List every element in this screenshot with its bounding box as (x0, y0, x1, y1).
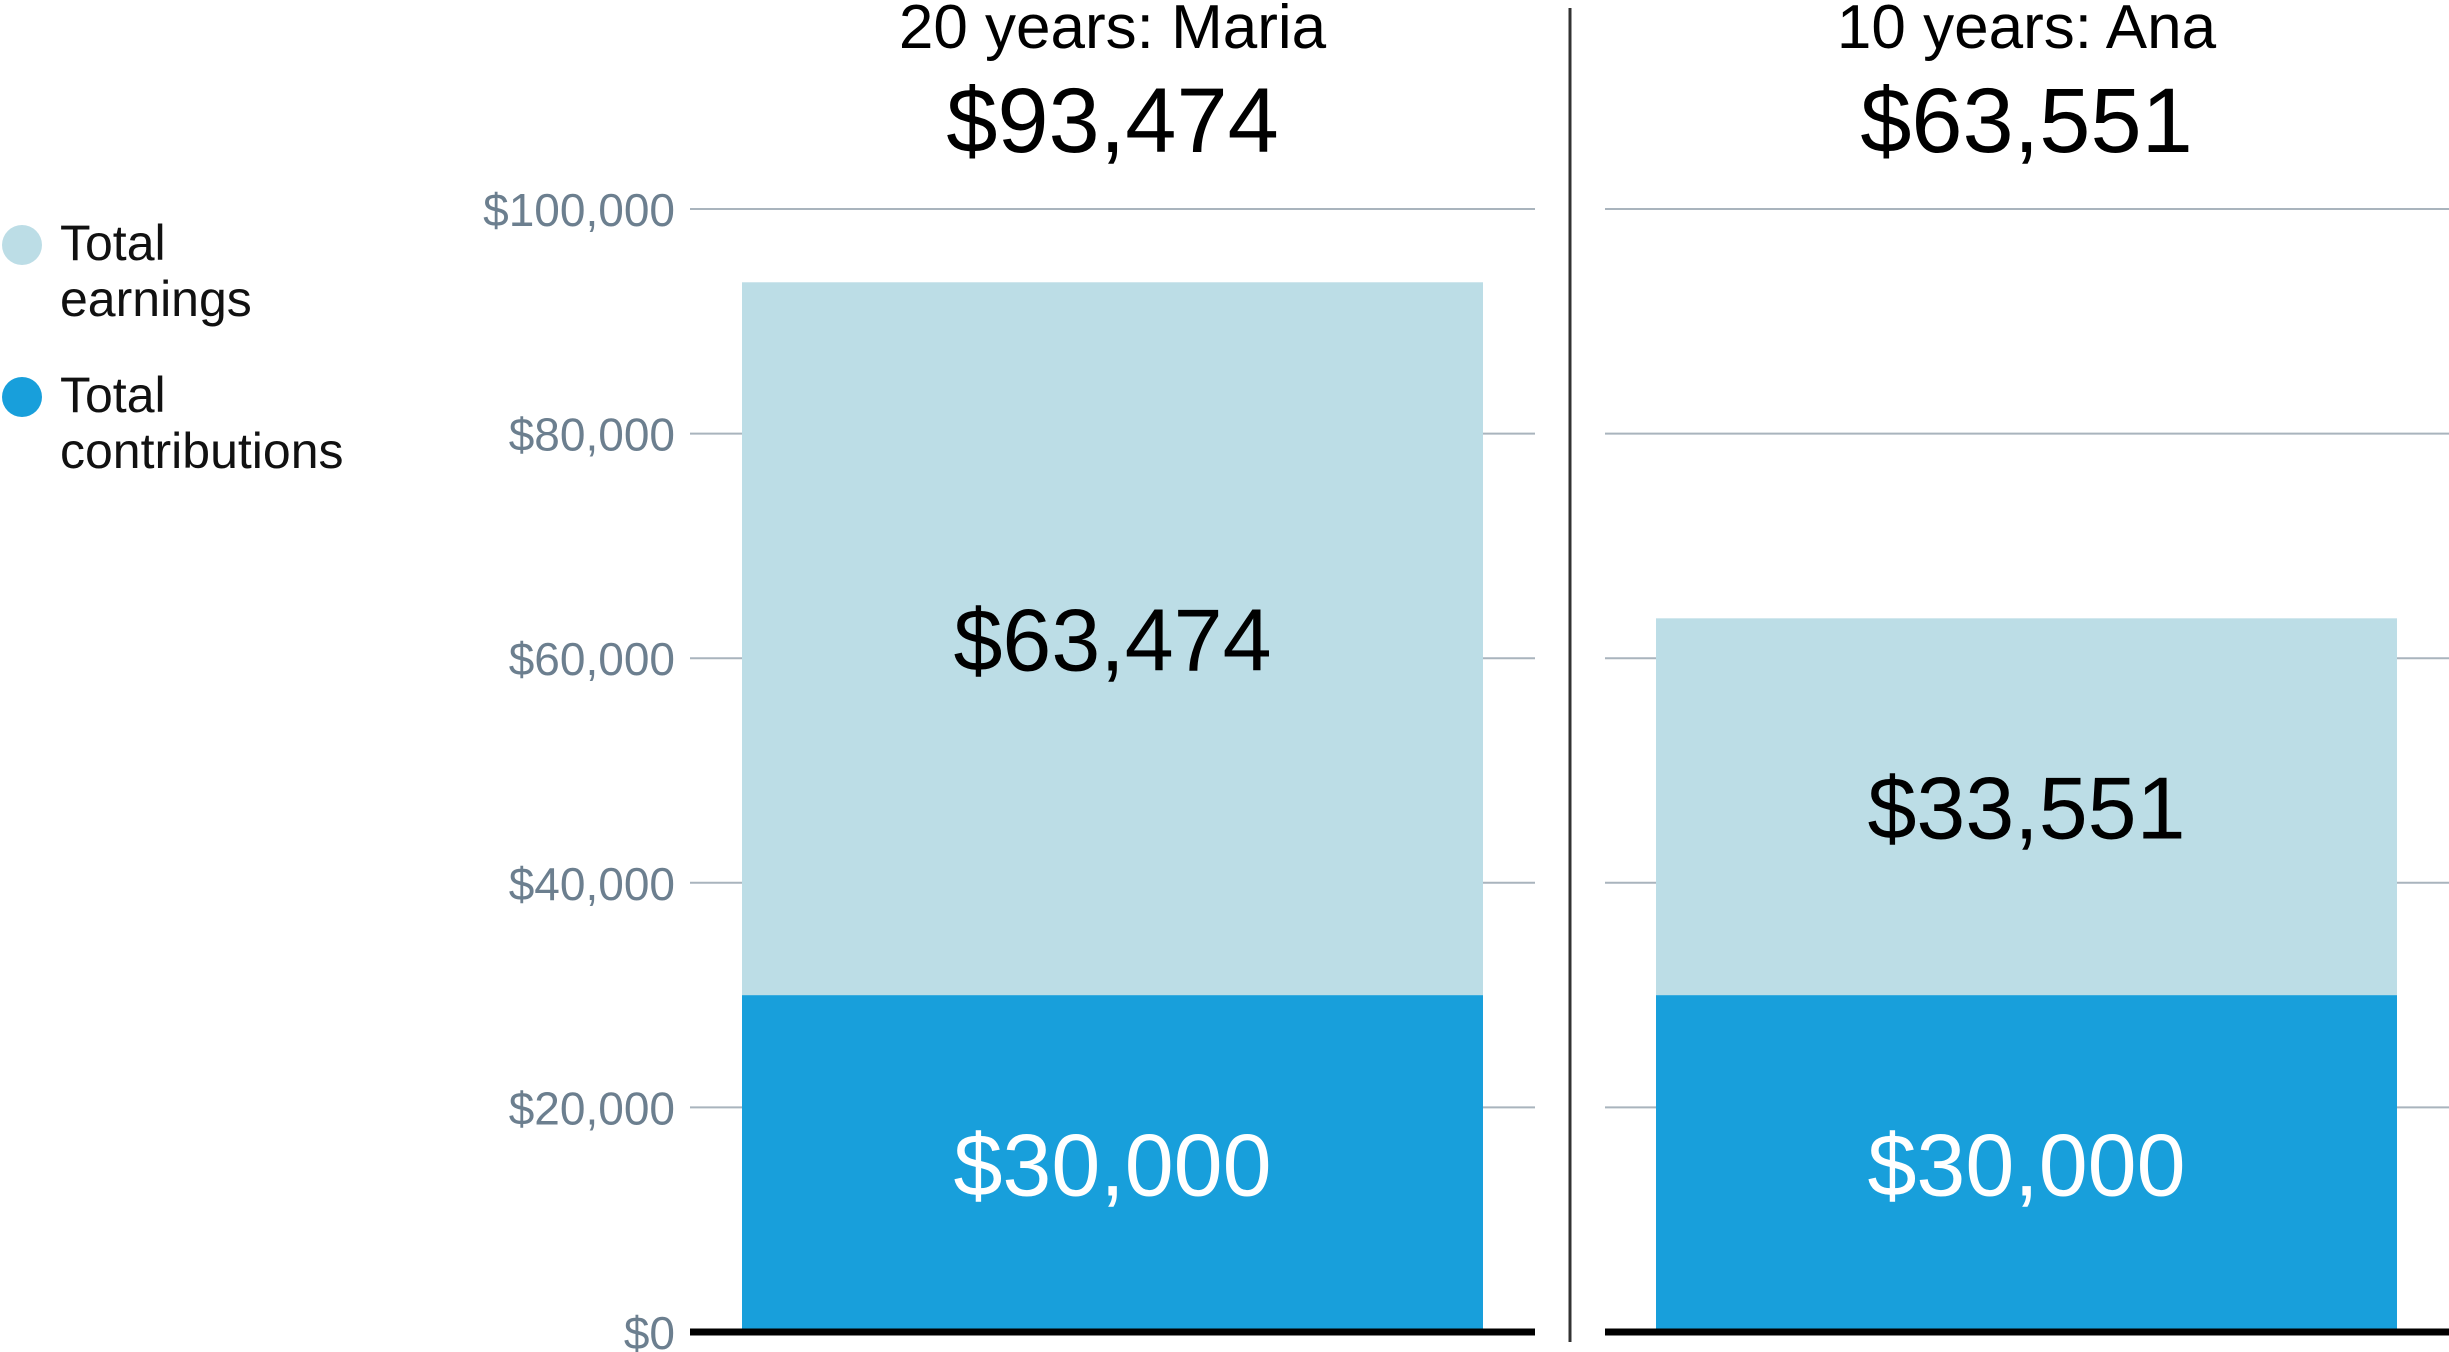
data-label-earnings: $33,551 (1867, 759, 2185, 858)
bar-earnings (1656, 618, 2397, 996)
bar-contributions (742, 995, 1483, 1332)
earnings-swatch (2, 225, 42, 265)
y-tick-label: $100,000 (483, 184, 675, 236)
y-tick-label: $40,000 (509, 858, 675, 910)
bar-earnings (742, 282, 1483, 996)
data-label-earnings: $63,474 (953, 591, 1271, 690)
y-tick-label: $60,000 (509, 633, 675, 685)
legend: Total earnings Total contributions (0, 215, 344, 519)
legend-item-earnings: Total earnings (0, 215, 344, 327)
legend-item-contributions: Total contributions (0, 367, 344, 479)
y-tick-label: $80,000 (509, 409, 675, 461)
panel-total: $63,551 (1860, 70, 2193, 172)
bar-contributions (1656, 995, 2397, 1332)
data-label-contributions: $30,000 (953, 1116, 1271, 1215)
panel-total: $93,474 (946, 70, 1279, 172)
panel-title: 10 years: Ana (1837, 0, 2217, 62)
contributions-swatch (2, 377, 42, 417)
panel-title: 20 years: Maria (899, 0, 1327, 62)
legend-label-contributions: Total contributions (60, 367, 344, 479)
y-tick-label: $0 (624, 1307, 675, 1352)
data-label-contributions: $30,000 (1867, 1116, 2185, 1215)
legend-label-earnings: Total earnings (60, 215, 252, 327)
y-tick-label: $20,000 (509, 1082, 675, 1134)
